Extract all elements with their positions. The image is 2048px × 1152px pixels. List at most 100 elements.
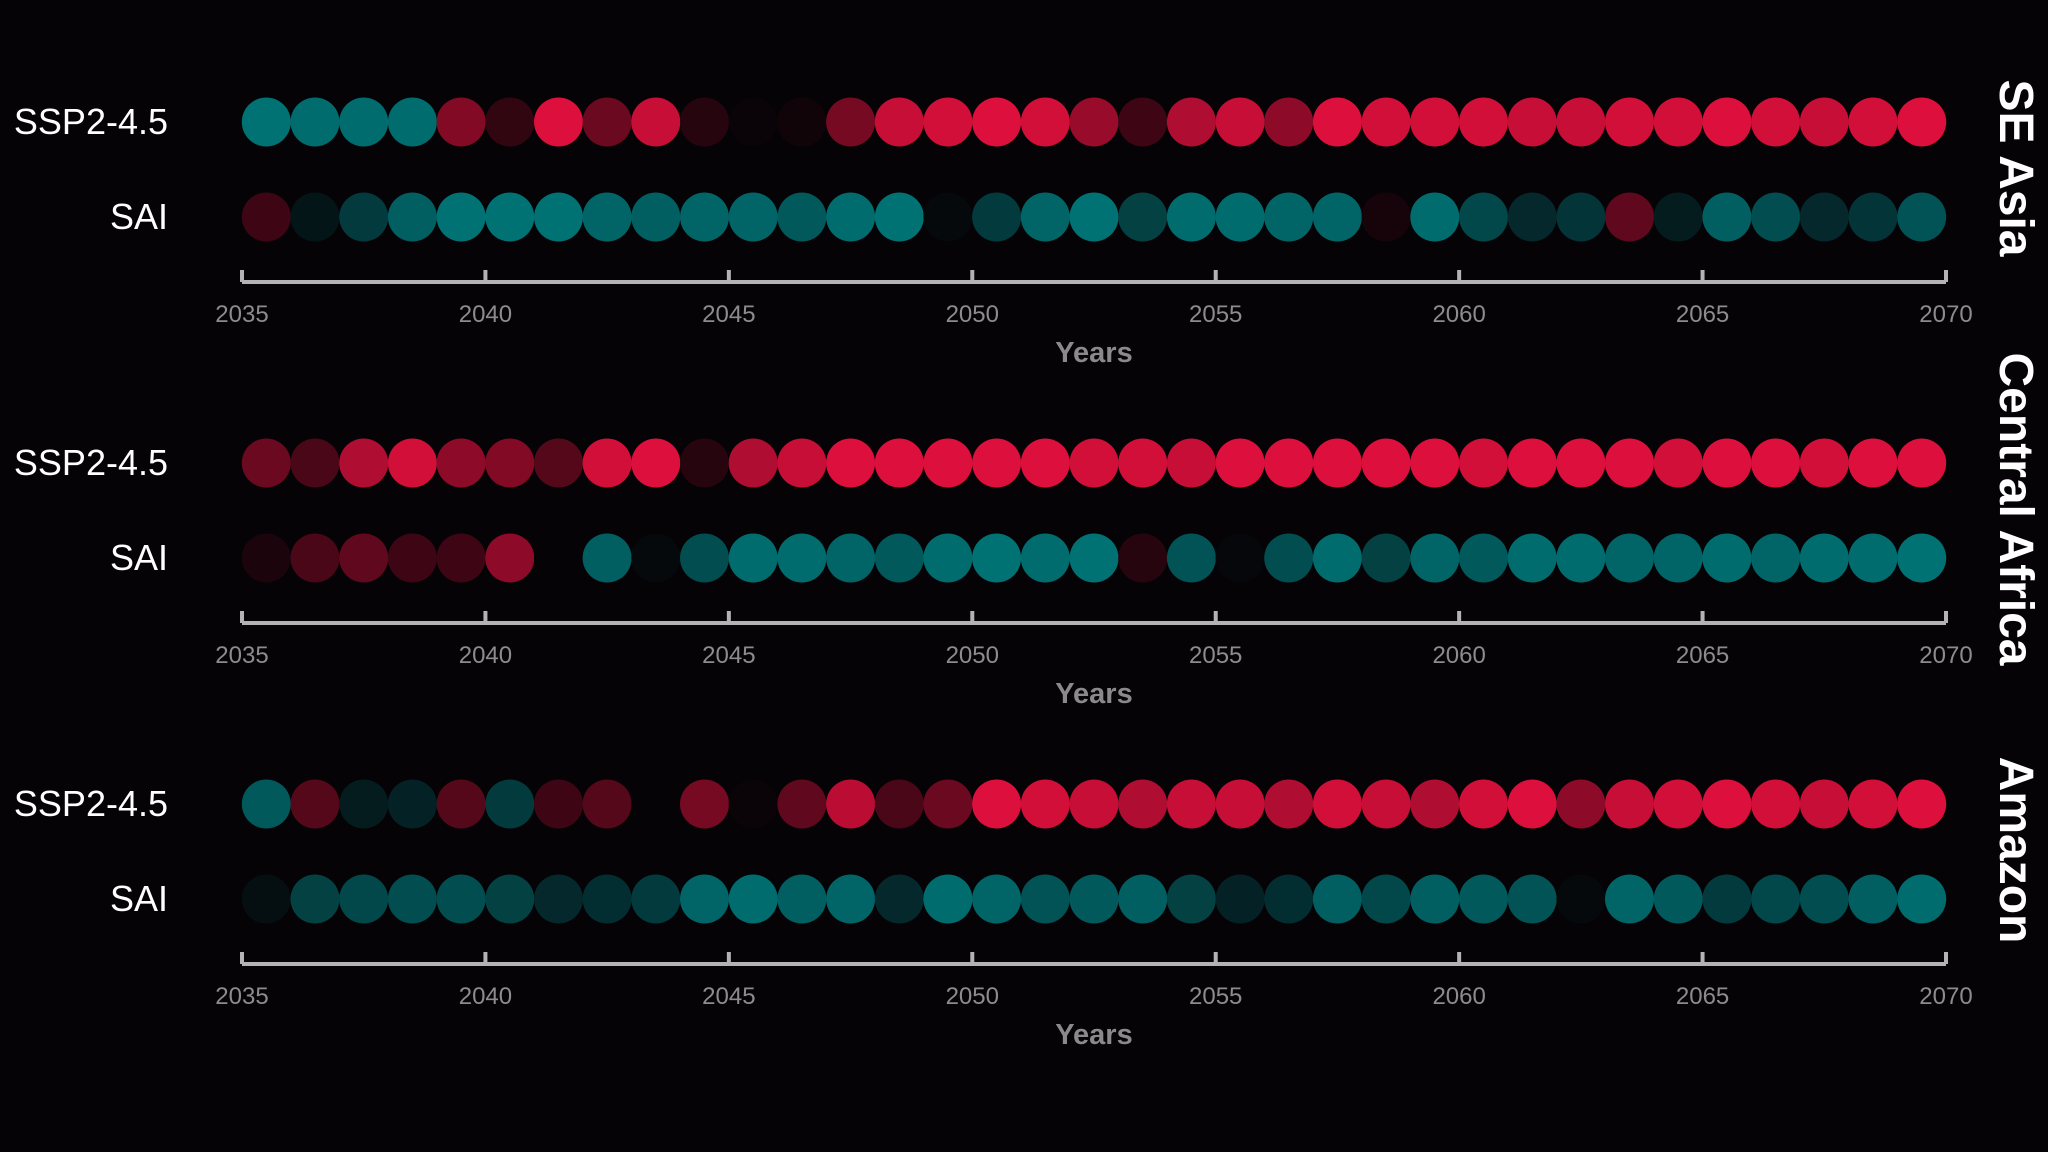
dot-se-asia-ssp2-4-5-2036 — [290, 97, 340, 147]
dot-se-asia-ssp2-4-5-2066 — [1751, 97, 1801, 147]
dot-se-asia-sai-2051 — [1020, 192, 1070, 242]
dot-central-africa-sai-2046 — [777, 533, 827, 583]
dot-amazon-ssp2-4-5-2035 — [241, 779, 291, 829]
dot-se-asia-ssp2-4-5-2037 — [339, 97, 389, 147]
dot-central-africa-ssp2-4-5-2049 — [923, 438, 973, 488]
dot-se-asia-ssp2-4-5-2064 — [1653, 97, 1703, 147]
dot-amazon-sai-2069 — [1897, 874, 1947, 924]
dot-amazon-ssp2-4-5-2054 — [1166, 779, 1216, 829]
dot-amazon-sai-2039 — [436, 874, 486, 924]
dot-se-asia-ssp2-4-5-2041 — [534, 97, 583, 147]
x-axis-title: Years — [1055, 1019, 1132, 1051]
dot-amazon-sai-2059 — [1410, 874, 1460, 924]
dot-central-africa-ssp2-4-5-2039 — [436, 438, 486, 488]
dot-amazon-ssp2-4-5-2069 — [1897, 779, 1947, 829]
dot-central-africa-sai-2052 — [1069, 533, 1119, 583]
x-tick-label-2040: 2040 — [459, 642, 512, 669]
dot-se-asia-sai-2035 — [241, 192, 291, 242]
dot-central-africa-ssp2-4-5-2050 — [972, 438, 1022, 488]
x-tick-label-2035: 2035 — [215, 642, 268, 669]
dot-se-asia-ssp2-4-5-2057 — [1312, 97, 1362, 147]
dot-amazon-ssp2-4-5-2043 — [631, 779, 681, 829]
panel-central-africa: SSP2-4.5 SAI 2035 2040 2045 2050 2055 2060 2065 2… — [14, 353, 2042, 710]
dot-se-asia-sai-2053 — [1118, 192, 1168, 242]
dot-central-africa-sai-2065 — [1702, 533, 1752, 583]
dot-se-asia-sai-2055 — [1215, 192, 1265, 242]
dot-amazon-sai-2042 — [582, 874, 632, 924]
dot-central-africa-sai-2043 — [631, 533, 681, 583]
dot-se-asia-ssp2-4-5-2056 — [1264, 97, 1314, 147]
dot-se-asia-ssp2-4-5-2053 — [1118, 97, 1168, 147]
dot-amazon-ssp2-4-5-2068 — [1848, 779, 1898, 829]
dot-se-asia-ssp2-4-5-2040 — [485, 97, 535, 147]
dot-amazon-ssp2-4-5-2061 — [1507, 779, 1557, 829]
dot-se-asia-ssp2-4-5-2042 — [582, 97, 632, 147]
dot-amazon-sai-2038 — [387, 874, 437, 924]
dot-se-asia-sai-2043 — [631, 192, 681, 242]
dot-central-africa-ssp2-4-5-2044 — [680, 438, 729, 488]
dot-central-africa-ssp2-4-5-2045 — [728, 438, 778, 488]
x-tick-label-2060: 2060 — [1432, 642, 1485, 669]
dot-se-asia-ssp2-4-5-2063 — [1605, 97, 1654, 147]
dot-central-africa-ssp2-4-5-2060 — [1459, 438, 1508, 488]
dot-central-africa-ssp2-4-5-2068 — [1848, 438, 1898, 488]
dot-amazon-sai-2049 — [923, 874, 973, 924]
dot-amazon-ssp2-4-5-2045 — [728, 779, 778, 829]
dot-amazon-sai-2051 — [1020, 874, 1070, 924]
dot-central-africa-sai-2063 — [1605, 533, 1654, 583]
dot-central-africa-sai-2061 — [1507, 533, 1557, 583]
x-tick-label-2065: 2065 — [1676, 301, 1729, 328]
dot-amazon-ssp2-4-5-2055 — [1215, 779, 1265, 829]
dot-se-asia-sai-2066 — [1751, 192, 1801, 242]
dot-central-africa-ssp2-4-5-2051 — [1020, 438, 1070, 488]
dot-amazon-ssp2-4-5-2056 — [1264, 779, 1314, 829]
dot-se-asia-ssp2-4-5-2047 — [826, 97, 876, 147]
dot-se-asia-sai-2056 — [1264, 192, 1314, 242]
dot-amazon-ssp2-4-5-2065 — [1702, 779, 1752, 829]
dot-central-africa-ssp2-4-5-2058 — [1361, 438, 1411, 488]
dot-amazon-ssp2-4-5-2063 — [1605, 779, 1654, 829]
dot-central-africa-sai-2040 — [485, 533, 535, 583]
row-label-sai: SAI — [110, 196, 168, 237]
dot-amazon-ssp2-4-5-2039 — [436, 779, 486, 829]
dot-se-asia-sai-2058 — [1361, 192, 1411, 242]
dot-amazon-sai-2054 — [1166, 874, 1216, 924]
dot-central-africa-sai-2050 — [972, 533, 1022, 583]
dot-central-africa-sai-2045 — [728, 533, 778, 583]
dot-amazon-ssp2-4-5-2041 — [534, 779, 583, 829]
dot-central-africa-sai-2069 — [1897, 533, 1947, 583]
row-label-ssp2-4-5: SSP2-4.5 — [14, 101, 168, 142]
dot-amazon-ssp2-4-5-2066 — [1751, 779, 1801, 829]
dot-se-asia-ssp2-4-5-2061 — [1507, 97, 1557, 147]
row-label-sai: SAI — [110, 537, 168, 578]
dot-amazon-ssp2-4-5-2052 — [1069, 779, 1119, 829]
dot-amazon-ssp2-4-5-2038 — [387, 779, 437, 829]
dot-amazon-sai-2035 — [241, 874, 291, 924]
dot-amazon-sai-2066 — [1751, 874, 1801, 924]
dot-central-africa-ssp2-4-5-2067 — [1799, 438, 1849, 488]
chart-panels: SSP2-4.5 SAI 2035 2040 2045 2050 2055 2060 2065 2… — [14, 80, 2042, 1051]
dot-se-asia-sai-2037 — [339, 192, 389, 242]
dot-se-asia-sai-2067 — [1799, 192, 1849, 242]
x-tick-label-2070: 2070 — [1919, 301, 1972, 328]
dot-amazon-ssp2-4-5-2044 — [680, 779, 729, 829]
dot-se-asia-ssp2-4-5-2051 — [1020, 97, 1070, 147]
dot-amazon-ssp2-4-5-2058 — [1361, 779, 1411, 829]
dot-central-africa-ssp2-4-5-2055 — [1215, 438, 1265, 488]
x-tick-label-2040: 2040 — [459, 983, 512, 1010]
row-label-ssp2-4-5: SSP2-4.5 — [14, 442, 168, 483]
dot-central-africa-sai-2055 — [1215, 533, 1265, 583]
dot-amazon-sai-2050 — [972, 874, 1022, 924]
dot-amazon-ssp2-4-5-2062 — [1556, 779, 1606, 829]
dot-central-africa-ssp2-4-5-2064 — [1653, 438, 1703, 488]
dot-amazon-sai-2047 — [826, 874, 876, 924]
dot-amazon-sai-2037 — [339, 874, 389, 924]
dot-se-asia-sai-2041 — [534, 192, 583, 242]
x-tick-label-2050: 2050 — [946, 642, 999, 669]
dot-central-africa-sai-2057 — [1312, 533, 1362, 583]
dot-amazon-sai-2045 — [728, 874, 778, 924]
dot-amazon-sai-2065 — [1702, 874, 1752, 924]
dot-amazon-ssp2-4-5-2042 — [582, 779, 632, 829]
dot-central-africa-sai-2036 — [290, 533, 340, 583]
dot-amazon-sai-2044 — [680, 874, 729, 924]
